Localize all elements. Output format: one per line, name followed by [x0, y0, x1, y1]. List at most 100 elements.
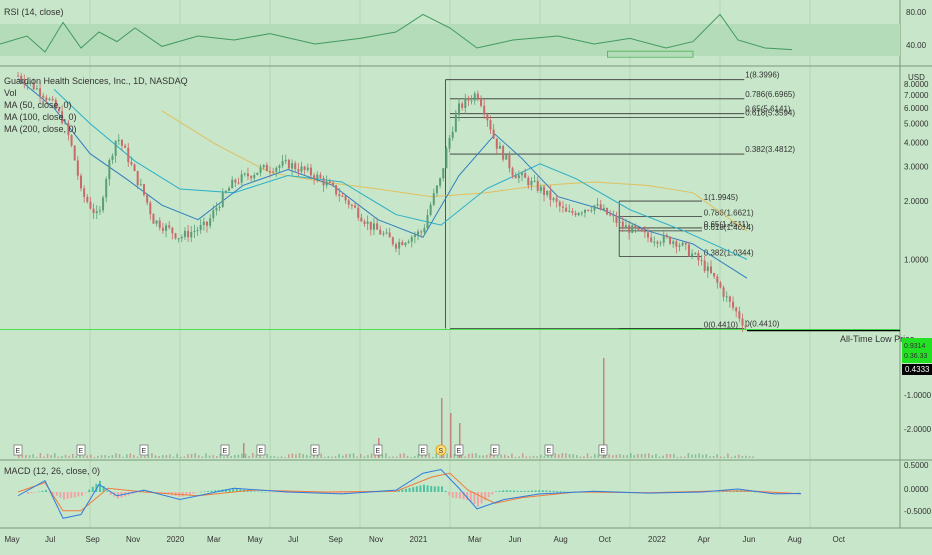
volume-bar	[482, 455, 484, 458]
volume-bar	[223, 456, 225, 458]
macd-hist-bar	[423, 484, 425, 492]
candle-body	[568, 210, 571, 212]
volume-bar	[568, 454, 571, 458]
price-axis-label: 1.0000	[904, 255, 929, 264]
macd-hist-bar	[336, 492, 339, 494]
earnings-letter: E	[16, 448, 21, 455]
candle-body	[139, 184, 142, 186]
macd-hist-bar	[30, 492, 33, 494]
candle-body	[618, 221, 621, 223]
candle-body	[599, 204, 602, 210]
volume-bar	[381, 454, 384, 458]
price-axis-label: 5.0000	[904, 119, 929, 128]
candle-body	[102, 197, 105, 211]
volume-bar	[543, 456, 546, 458]
candle-body	[710, 266, 712, 273]
time-axis-label: Aug	[788, 535, 802, 544]
rsi-axis-40: 40.00	[906, 41, 927, 50]
candle-body	[703, 260, 706, 272]
candle-body	[344, 195, 347, 201]
volume-bar	[619, 454, 621, 458]
volume-bar	[428, 453, 430, 458]
candle-body	[407, 241, 410, 243]
rsi-highlight-box[interactable]	[607, 50, 694, 58]
volume-bar	[50, 455, 52, 458]
volume-bar	[658, 456, 661, 458]
volume-bar	[180, 456, 182, 458]
volume-bar	[147, 454, 150, 458]
earnings-marker	[418, 444, 428, 456]
time-axis-label: Oct	[833, 535, 846, 544]
candle-body	[108, 160, 111, 180]
candle-body	[700, 260, 703, 262]
macd-hist-bar	[106, 491, 109, 492]
candle-body	[171, 227, 174, 234]
indicator-ma50: MA (50, close, 0)	[4, 100, 72, 110]
volume-bar	[129, 453, 132, 458]
volume-bar	[104, 455, 106, 458]
candle-body	[420, 231, 423, 233]
candle-body	[376, 223, 379, 230]
candle-body	[338, 194, 341, 196]
candle-body	[744, 325, 747, 328]
earnings-marker	[310, 444, 320, 456]
candle-body	[287, 159, 290, 169]
volume-bar	[280, 456, 283, 458]
candle-body	[89, 201, 92, 209]
fib-label: 0.618(5.3594)	[745, 109, 795, 118]
macd-hist-bar	[534, 490, 537, 492]
volume-bar	[752, 456, 754, 458]
candle-body	[300, 166, 303, 172]
candle-body	[199, 224, 202, 231]
volume-bar	[248, 456, 250, 458]
candle-body	[262, 164, 265, 168]
volume-bar	[446, 453, 448, 458]
macd-hist-bar	[322, 492, 325, 494]
volume-bar	[694, 454, 697, 458]
macd-hist-bar	[34, 492, 37, 493]
candle-body	[662, 235, 665, 243]
candle-body	[426, 214, 429, 229]
candle-body	[640, 228, 643, 232]
volume-bar	[54, 453, 56, 458]
macd-hist-bar	[246, 490, 249, 492]
macd-hist-bar	[27, 492, 29, 494]
volume-spike	[243, 443, 245, 458]
volume-bar	[324, 456, 326, 458]
candle-body	[492, 129, 495, 139]
volume-bar	[118, 454, 121, 458]
candle-body	[369, 221, 372, 230]
volume-bar	[680, 456, 682, 458]
volume-bar	[252, 453, 254, 458]
volume-bar	[198, 455, 200, 458]
candle-body	[521, 173, 523, 176]
candle-body	[643, 231, 646, 233]
volume-bar	[327, 456, 330, 458]
time-axis-label: May	[248, 535, 263, 544]
volume-bar	[183, 456, 186, 458]
volume-bar	[644, 453, 646, 458]
currency-label: USD	[908, 73, 925, 82]
volume-bar	[439, 456, 441, 458]
vol-axis-2: -2.0000	[904, 425, 932, 434]
macd-hist-bar	[347, 492, 350, 494]
candle-body	[73, 145, 76, 161]
time-axis-label: Mar	[207, 535, 221, 544]
candle-body	[45, 97, 48, 100]
macd-hist-bar	[714, 491, 717, 493]
candle-body	[183, 230, 186, 237]
macd-hist-bar	[279, 492, 281, 493]
candle-body	[193, 230, 196, 232]
price-candles	[17, 72, 747, 332]
candle-body	[410, 237, 413, 242]
volume-bar	[511, 453, 513, 458]
volume-bar	[190, 454, 193, 458]
macd-hist-bar	[88, 489, 91, 492]
candle-body	[672, 241, 675, 244]
rsi-line	[0, 13, 793, 53]
candle-body	[571, 210, 574, 213]
macd-hist-bar	[451, 492, 454, 498]
volume-bar	[586, 453, 589, 458]
candle-body	[713, 272, 716, 277]
